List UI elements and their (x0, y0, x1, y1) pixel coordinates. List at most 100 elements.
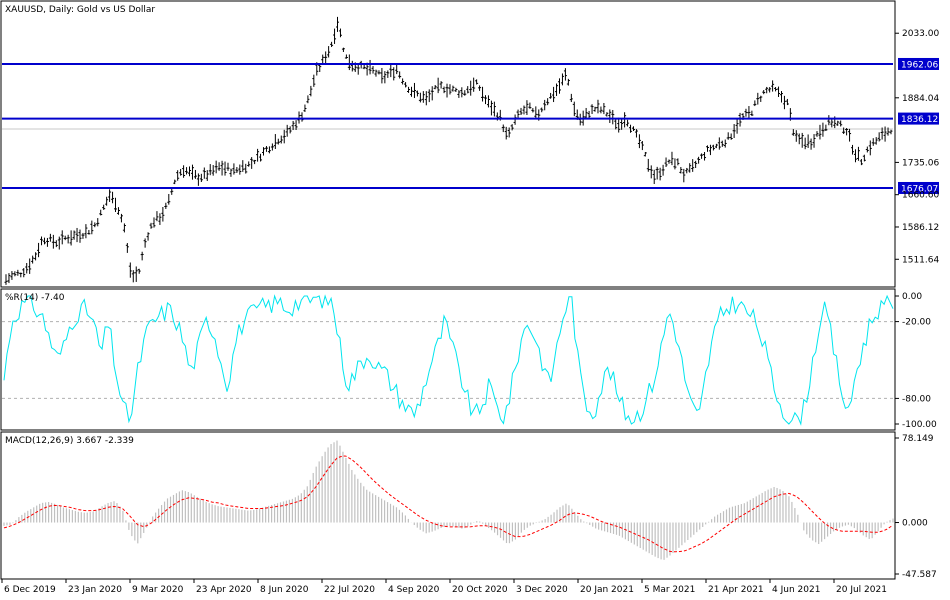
price-bar (614, 119, 618, 130)
price-bar (220, 160, 224, 176)
macd-panel-frame (0, 431, 896, 580)
price-bar (28, 258, 32, 274)
wr-panel-frame (0, 288, 896, 431)
price-bar (714, 143, 718, 149)
price-bar (404, 82, 408, 88)
price-bar (868, 140, 872, 156)
macd-signal-line (3, 455, 894, 553)
price-bar (791, 129, 795, 136)
price-bar (288, 126, 292, 134)
price-bar (125, 243, 129, 253)
price-bar (827, 115, 831, 126)
price-bar (862, 154, 866, 162)
date-tick-label: 5 Mar 2021 (644, 585, 695, 595)
price-bar (270, 143, 274, 151)
price-bar (815, 131, 819, 137)
price-tick-label: 1735.06 (902, 158, 939, 168)
wr-tick-label: -80.00 (902, 394, 931, 404)
price-bar (321, 54, 325, 64)
price-bar (247, 161, 251, 167)
price-bar (839, 120, 843, 127)
price-bar (383, 71, 387, 84)
price-bar (223, 161, 227, 176)
price-bar (297, 111, 301, 124)
price-bar (161, 207, 165, 222)
price-bar (507, 127, 511, 138)
price-bar (259, 153, 263, 162)
price-bar (871, 138, 875, 146)
price-bar (389, 64, 393, 78)
price-bar (386, 70, 390, 78)
price-bar (338, 28, 342, 38)
price-bar (711, 144, 715, 151)
price-bar (81, 232, 85, 239)
price-bar (415, 90, 419, 97)
date-tick-label: 4 Sep 2020 (388, 585, 440, 595)
price-bar (771, 80, 775, 92)
macd-tick-label: 78.149 (902, 434, 934, 444)
price-bar (214, 160, 218, 174)
price-bar (442, 86, 446, 94)
price-bar (347, 54, 351, 71)
price-bar (87, 229, 91, 235)
date-tick-label: 23 Apr 2020 (196, 585, 252, 595)
price-bar (395, 64, 399, 75)
price-bar (350, 60, 354, 72)
macd-layer (3, 440, 894, 560)
price-bar (176, 170, 180, 181)
price-bar (457, 90, 461, 98)
price-bar (433, 85, 437, 90)
price-bar (377, 70, 381, 75)
price-bar (185, 167, 189, 175)
price-bar (593, 106, 597, 112)
price-bar (886, 127, 890, 136)
level-tag-2: 1676.07 (898, 181, 939, 194)
price-bar (759, 95, 763, 102)
price-bar (282, 129, 286, 144)
price-bar (309, 85, 313, 97)
price-bar (762, 90, 766, 95)
price-bar (779, 91, 783, 103)
price-bar (753, 100, 757, 107)
price-bar (96, 218, 100, 227)
price-bar (620, 119, 624, 130)
price-bar (492, 101, 496, 117)
price-bar (688, 163, 692, 173)
price-bar (25, 262, 29, 274)
date-tick-label: 3 Dec 2020 (516, 585, 568, 595)
price-bar (155, 211, 159, 222)
level-tag-label: 1962.06 (901, 60, 938, 70)
price-bar (800, 132, 804, 148)
price-bar (75, 227, 79, 243)
price-bar (587, 110, 591, 119)
price-bar (572, 101, 576, 117)
wr-series-line (3, 294, 894, 426)
price-bar (327, 46, 331, 58)
date-tick-label: 22 Jul 2020 (324, 585, 375, 595)
macd-tick-label: -47.587 (902, 570, 937, 580)
price-bar (229, 168, 233, 177)
price-bar (152, 217, 156, 228)
price-bar (264, 146, 268, 152)
price-bar (777, 86, 781, 97)
price-bar (362, 64, 366, 70)
price-bar (273, 134, 277, 149)
price-bar (691, 159, 695, 172)
price-bar (66, 234, 70, 244)
price-bar (729, 133, 733, 140)
price-bar (685, 167, 689, 174)
price-bar (874, 137, 878, 145)
price-bar (300, 112, 304, 122)
price-bar (16, 269, 20, 276)
date-tick-label: 21 Apr 2021 (708, 585, 764, 595)
level-tag-label: 1836.12 (901, 115, 938, 125)
price-bar (306, 95, 310, 104)
price-bar (341, 47, 345, 52)
price-bar (380, 67, 384, 84)
date-tick-label: 9 Mar 2020 (132, 585, 184, 595)
date-tick-label: 6 Dec 2019 (4, 585, 56, 595)
price-bar (809, 138, 813, 150)
price-bar (421, 91, 425, 103)
price-bar (889, 129, 893, 135)
